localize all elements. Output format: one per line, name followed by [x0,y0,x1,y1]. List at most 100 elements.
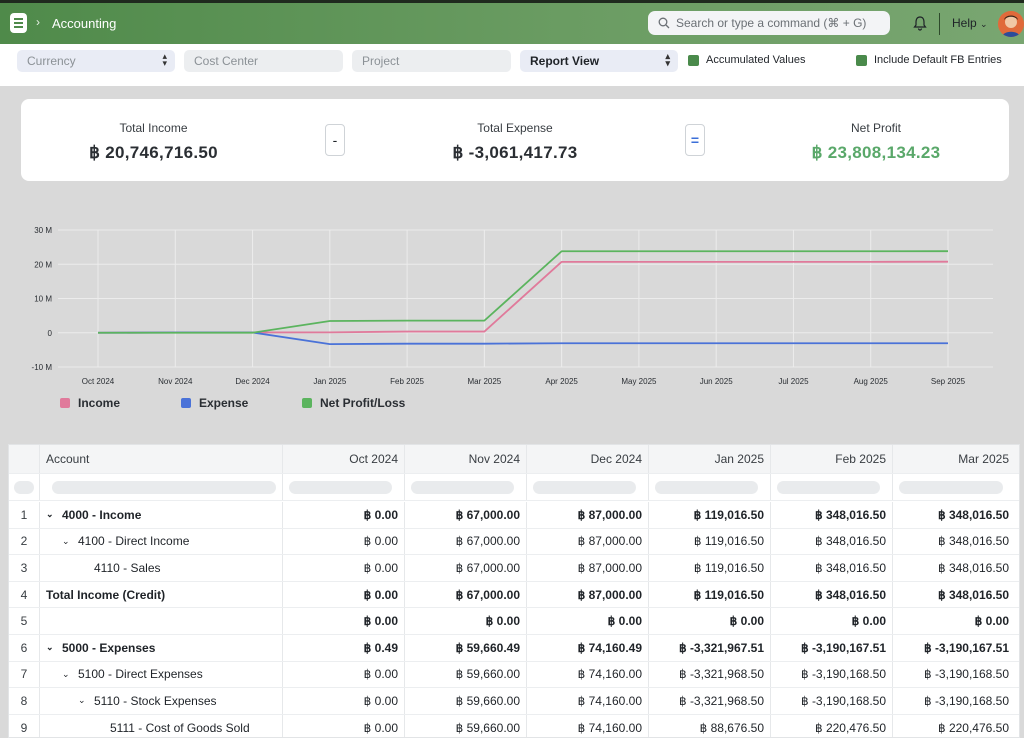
search-input[interactable]: Search or type a command (⌘ + G) [648,11,890,35]
value-cell[interactable]: ฿ 0.00 [283,528,405,555]
bell-icon[interactable] [913,15,927,31]
value-cell[interactable]: ฿ 67,000.00 [405,581,527,608]
chevron-down-icon[interactable]: ⌄ [62,668,70,679]
include-default-fb-checkbox[interactable]: Include Default FB Entries [856,54,1002,66]
value-cell[interactable]: ฿ 0.00 [974,614,1009,629]
header-dec-2024[interactable]: Dec 2024 [527,445,649,473]
value-cell[interactable]: ฿ 348,016.50 [771,528,893,555]
value-cell[interactable]: ฿ 220,476.50 [937,720,1009,735]
account-cell[interactable]: Total Income (Credit) [40,581,283,608]
value-cell[interactable]: ฿ 0.00 [283,688,405,714]
currency-select[interactable]: Currency ▴ ▾ [17,50,175,72]
value-cell[interactable]: ฿ 87,000.00 [527,502,649,528]
header-jan-2025[interactable]: Jan 2025 [649,445,771,473]
value-cell[interactable]: ฿ 348,016.50 [771,555,893,581]
value-cell[interactable]: ฿ 74,160.00 [527,688,649,714]
table-row[interactable]: 9 5111 - Cost of Goods Sold ฿ 0.00 ฿ 59,660… [9,714,1019,737]
filter-pill[interactable] [655,480,758,494]
chevron-down-icon[interactable]: ⌄ [46,642,54,653]
value-cell[interactable]: ฿ 67,000.00 [405,502,527,528]
chevron-down-icon[interactable]: ⌄ [62,535,70,546]
value-cell[interactable]: ฿ 67,000.00 [405,528,527,555]
value-cell[interactable]: ฿ 0.00 [283,555,405,581]
value-cell[interactable]: ฿ 348,016.50 [937,587,1009,602]
value-cell[interactable]: ฿ 59,660.00 [405,714,527,737]
report-view-select[interactable]: Report View ▴ ▾ [520,50,678,72]
account-cell[interactable]: ⌄ 5000 - Expenses [40,635,283,661]
filter-cell-feb[interactable] [771,474,893,500]
value-cell[interactable]: ฿ -3,190,168.50 [923,667,1009,682]
filter-cell-oct[interactable] [283,474,405,500]
table-row[interactable]: 8 ⌄ 5110 - Stock Expenses ฿ 0.00 ฿ 59,660.00… [9,688,1019,715]
filter-cell-index[interactable] [9,474,40,500]
chevron-down-icon[interactable]: ⌄ [78,695,86,706]
account-cell[interactable]: 4110 - Sales [40,555,283,581]
filter-pill[interactable] [411,480,514,494]
account-cell[interactable]: 5111 - Cost of Goods Sold [40,714,283,737]
value-cell[interactable]: ฿ 87,000.00 [527,528,649,555]
value-cell[interactable]: ฿ 0.00 [283,714,405,737]
legend-net-profit[interactable]: Net Profit/Loss [302,396,405,410]
table-row[interactable]: 6 ⌄ 5000 - Expenses ฿ 0.49 ฿ 59,660.49 ฿ 74,1… [9,635,1019,662]
value-cell[interactable]: ฿ 0.00 [771,608,893,634]
filter-pill[interactable] [533,480,636,494]
header-oct-2024[interactable]: Oct 2024 [283,445,405,473]
value-cell[interactable]: ฿ 0.49 [283,635,405,661]
header-account[interactable]: Account [40,445,283,473]
filter-pill[interactable] [777,480,880,494]
value-cell[interactable]: ฿ 348,016.50 [937,534,1009,549]
filter-cell-dec[interactable] [527,474,649,500]
table-row[interactable]: 1 ⌄ 4000 - Income ฿ 0.00 ฿ 67,000.00 ฿ 87,000… [9,502,1019,529]
value-cell[interactable]: ฿ 348,016.50 [771,502,893,528]
account-cell[interactable] [40,608,283,634]
value-cell[interactable]: ฿ -3,190,167.51 [771,635,893,661]
table-row[interactable]: 7 ⌄ 5100 - Direct Expenses ฿ 0.00 ฿ 59,660.0… [9,661,1019,689]
value-cell[interactable]: ฿ 0.00 [283,502,405,528]
value-cell[interactable]: ฿ 74,160.49 [527,635,649,661]
value-cell[interactable]: ฿ 119,016.50 [649,502,771,528]
chevron-down-icon[interactable]: ⌄ [46,509,54,520]
legend-expense[interactable]: Expense [181,396,248,410]
legend-income[interactable]: Income [60,396,120,410]
value-cell[interactable]: ฿ 87,000.00 [527,581,649,608]
value-cell[interactable]: ฿ 0.00 [649,608,771,634]
filter-pill[interactable] [289,480,392,494]
cost-center-input[interactable]: Cost Center [184,50,343,72]
account-cell[interactable]: ⌄ 4000 - Income [40,502,283,528]
value-cell[interactable]: ฿ 119,016.50 [649,581,771,608]
value-cell[interactable]: ฿ 0.00 [283,581,405,608]
user-avatar[interactable] [998,11,1024,37]
table-row[interactable]: 2 ⌄ 4100 - Direct Income ฿ 0.00 ฿ 67,000.00 ฿… [9,528,1019,556]
filter-pill[interactable] [899,480,1003,494]
header-feb-2025[interactable]: Feb 2025 [771,445,893,473]
filter-cell-jan[interactable] [649,474,771,500]
table-row[interactable]: 3 4110 - Sales ฿ 0.00 ฿ 67,000.00 ฿ 87,000.0… [9,555,1019,582]
table-row[interactable]: 5 ฿ 0.00 ฿ 0.00 ฿ 0.00 ฿ 0.00 ฿ 0.00 ฿ 0.00 [9,608,1019,635]
value-cell[interactable]: ฿ 0.00 [405,608,527,634]
value-cell[interactable]: ฿ 119,016.50 [649,528,771,555]
value-cell[interactable]: ฿ 74,160.00 [527,714,649,737]
app-logo-icon[interactable] [10,13,27,33]
header-mar-2025[interactable]: Mar 2025 [958,452,1009,466]
value-cell[interactable]: ฿ 74,160.00 [527,661,649,688]
value-cell[interactable]: ฿ 88,676.50 [649,714,771,737]
help-dropdown[interactable]: Help ⌄ [952,16,988,30]
value-cell[interactable]: ฿ 119,016.50 [649,555,771,581]
value-cell[interactable]: ฿ 0.00 [283,661,405,688]
value-cell[interactable]: ฿ 59,660.00 [405,688,527,714]
value-cell[interactable]: ฿ -3,190,167.51 [923,640,1009,655]
account-cell[interactable]: ⌄ 5110 - Stock Expenses [40,688,283,714]
value-cell[interactable]: ฿ 67,000.00 [405,555,527,581]
value-cell[interactable]: ฿ 348,016.50 [771,581,893,608]
filter-cell-mar[interactable] [893,474,1015,500]
value-cell[interactable]: ฿ -3,321,968.50 [649,688,771,714]
account-cell[interactable]: ⌄ 5100 - Direct Expenses [40,661,283,688]
value-cell[interactable]: ฿ -3,190,168.50 [923,693,1009,708]
value-cell[interactable]: ฿ -3,190,168.50 [771,661,893,688]
value-cell[interactable]: ฿ 220,476.50 [771,714,893,737]
project-input[interactable]: Project [352,50,511,72]
value-cell[interactable]: ฿ -3,190,168.50 [771,688,893,714]
value-cell[interactable]: ฿ 59,660.49 [405,635,527,661]
filter-cell-nov[interactable] [405,474,527,500]
value-cell[interactable]: ฿ 0.00 [283,608,405,634]
